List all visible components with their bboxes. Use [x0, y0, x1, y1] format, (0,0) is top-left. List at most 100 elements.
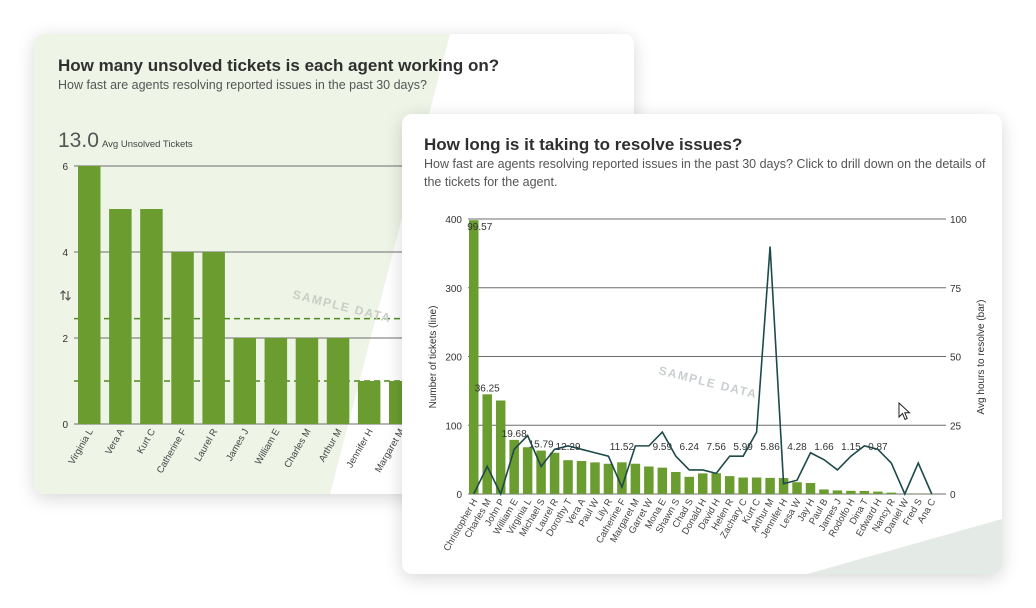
x-tick-label: Arthur M: [317, 427, 345, 464]
sort-icon-down: [65, 291, 71, 301]
bar-data-label: 19.68: [502, 429, 527, 440]
bar-data-label: 5.99: [733, 442, 753, 453]
y-right-tick-label: 50: [950, 353, 962, 364]
card1-subtitle: How fast are agents resolving reported i…: [58, 78, 427, 92]
bar: [357, 381, 381, 424]
bar-data-label: 5.86: [760, 442, 780, 453]
series-line: [473, 246, 933, 497]
bar: [617, 462, 627, 494]
bar: [765, 477, 775, 494]
bar: [873, 491, 883, 494]
card2-background: [807, 519, 1002, 574]
y-left-tick-label: 300: [445, 284, 462, 295]
bar-data-label: 6.24: [680, 442, 700, 453]
y-right-tick-label: 0: [950, 490, 956, 501]
bar: [233, 338, 256, 424]
bar: [738, 477, 748, 494]
x-tick-label: Jennifer H: [345, 427, 376, 470]
watermark: SAMPLE DATA: [291, 287, 393, 325]
kpi-value: 13.0: [58, 129, 99, 152]
card2-subtitle: How fast are agents resolving reported i…: [424, 157, 986, 189]
mouse-cursor-icon: [898, 402, 911, 421]
resolve-time-card: How long is it taking to resolve issues?…: [402, 114, 1002, 574]
bar-data-label: 7.56: [706, 442, 726, 453]
y-right-tick-label: 75: [950, 284, 962, 295]
y-tick-label: 0: [62, 420, 68, 431]
bar: [78, 166, 101, 424]
bar-data-label: 15.79: [529, 440, 554, 451]
bar: [832, 490, 843, 494]
bar: [563, 460, 573, 494]
bar: [859, 490, 870, 494]
bar-data-label: 12.29: [556, 442, 581, 453]
bar: [522, 447, 533, 494]
x-tick-label: James J: [224, 427, 251, 463]
bar-data-label: 1.66: [814, 442, 834, 453]
bar: [549, 452, 560, 494]
bar: [264, 338, 288, 424]
x-tick-label: Virginia L: [67, 427, 96, 467]
x-tick-label: Vera A: [103, 426, 127, 456]
y-right-tick-label: 100: [950, 215, 967, 226]
bar: [684, 476, 695, 494]
bar: [630, 463, 641, 494]
watermark: SAMPLE DATA: [657, 363, 759, 401]
bar-data-label: 11.52: [610, 442, 635, 453]
x-tick-label: Laurel R: [193, 427, 221, 464]
bar: [536, 450, 546, 494]
sort-icon-up: [60, 290, 66, 300]
bar: [603, 463, 614, 494]
y-tick-label: 4: [62, 248, 68, 259]
card1-title: How many unsolved tickets is each agent …: [58, 56, 500, 75]
bar: [819, 489, 829, 494]
bar: [657, 467, 668, 494]
bar: [469, 220, 479, 494]
bar-data-label: 1.15: [841, 442, 861, 453]
bar: [697, 473, 708, 494]
bar: [509, 439, 519, 494]
x-tick-label: Charles M: [282, 427, 313, 470]
bar-data-label: 99.57: [467, 222, 492, 233]
bar: [886, 492, 897, 494]
x-tick-label: Kurt C: [135, 427, 158, 456]
y-left-tick-label: 400: [445, 215, 462, 226]
x-tick-label: Catherine F: [155, 427, 189, 476]
y-left-tick-label: 200: [445, 353, 462, 364]
bar: [711, 473, 721, 494]
bar: [590, 462, 600, 494]
bar: [109, 209, 132, 424]
bar: [751, 477, 762, 494]
bar: [295, 338, 319, 424]
bar: [482, 394, 492, 494]
bar: [171, 252, 194, 424]
bar: [495, 400, 506, 494]
y-right-axis-label: Avg hours to resolve (bar): [976, 300, 987, 415]
card2-title: How long is it taking to resolve issues?: [424, 135, 743, 154]
bar-data-label: 36.25: [475, 383, 500, 394]
x-tick-label: William E: [253, 427, 282, 467]
bar: [671, 472, 681, 494]
sort-icon: [60, 290, 71, 301]
bar: [778, 478, 789, 494]
bar: [846, 490, 856, 494]
bar-data-label: 0.87: [868, 442, 888, 453]
bar: [792, 482, 802, 494]
y-left-tick-label: 100: [445, 421, 462, 432]
y-right-tick-label: 25: [950, 421, 962, 432]
bar-data-label: 9.59: [653, 442, 673, 453]
bar: [724, 476, 735, 494]
bar: [140, 209, 163, 424]
y-tick-label: 6: [62, 162, 68, 173]
y-left-tick-label: 0: [456, 490, 462, 501]
resolve-time-chart[interactable]: 0 100 200 300 400 0 25 50 75 100 Number of tickets…: [402, 114, 1002, 574]
bar: [644, 466, 654, 494]
bar: [202, 252, 225, 424]
bar: [805, 483, 816, 494]
y-tick-label: 2: [62, 334, 68, 345]
kpi-label: Avg Unsolved Tickets: [102, 139, 193, 150]
bar: [326, 338, 350, 424]
bar: [576, 461, 587, 494]
y-left-axis-label: Number of tickets (line): [428, 306, 439, 409]
bar-data-label: 4.28: [787, 442, 807, 453]
